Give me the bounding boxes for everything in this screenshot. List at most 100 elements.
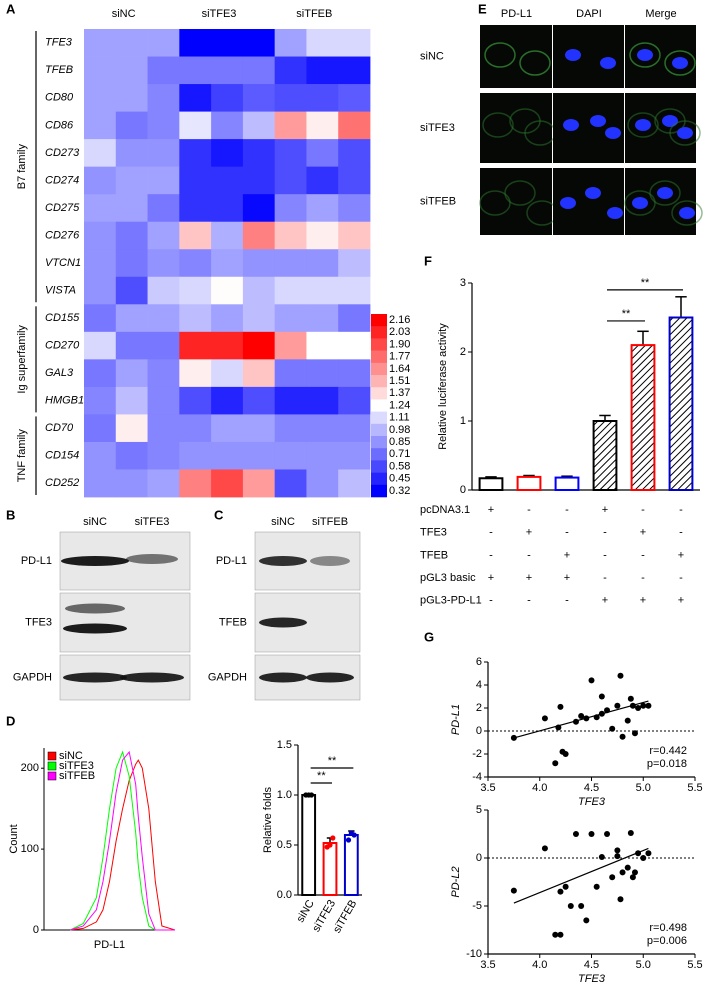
blot-band (310, 556, 350, 566)
condition-label: TFEB (420, 549, 448, 561)
heatmap-cell (338, 194, 371, 223)
panel-label: E (478, 1, 487, 16)
legend-label: siTFE3 (59, 760, 94, 772)
bar (478, 477, 504, 491)
scatter-point (557, 888, 564, 895)
y-tick-label: 0 (476, 852, 482, 864)
image-row-label: siTFEB (420, 195, 456, 207)
nucleus (565, 49, 581, 61)
heatmap-cell (179, 359, 212, 388)
cell-membrane (624, 190, 656, 216)
cell-membrane (484, 42, 516, 68)
scatter-point (604, 831, 611, 837)
condition-cell: + (640, 527, 646, 539)
column-group-label: siTFE3 (202, 8, 237, 20)
stat-annotation: p=0.006 (647, 935, 687, 947)
heatmap-cell (147, 414, 180, 443)
heatmap-cell (115, 84, 148, 112)
heatmap-cell (242, 359, 276, 388)
stat-annotation: p=0.018 (647, 758, 687, 770)
condition-cell: - (603, 549, 607, 561)
image-row-label: siTFE3 (420, 122, 455, 134)
nucleus (635, 119, 651, 131)
y-tick-label: -4 (472, 771, 482, 783)
heatmap-cell (84, 304, 117, 333)
heatmap-cell (306, 194, 339, 223)
scatter-point (557, 931, 564, 938)
colorbar-cell (371, 460, 387, 473)
blot-image (59, 592, 191, 653)
stat-annotation: r=0.442 (649, 745, 687, 757)
colorbar-cell (371, 350, 387, 364)
colorbar-cell (371, 436, 387, 449)
condition-cell: + (602, 504, 608, 516)
heatmap-cell (84, 139, 117, 168)
significance-label: ** (317, 770, 326, 782)
colorbar-label: 0.58 (389, 460, 410, 472)
x-tick-label: 4.5 (584, 959, 599, 971)
row-label: HMGB1 (45, 395, 84, 407)
colorbar-label: 0.71 (389, 448, 410, 460)
condition-cell: - (565, 527, 569, 539)
y-tick-label: 0 (476, 725, 482, 737)
histogram-line (70, 750, 175, 931)
scatter-point (645, 850, 652, 857)
image-column-label: PD-L1 (501, 8, 532, 20)
heatmap-cell (147, 194, 180, 223)
condition-cell: - (527, 595, 531, 607)
blot-column-label: siNC (83, 516, 107, 528)
scatter-point (588, 677, 595, 684)
heatmap-cell (115, 139, 148, 168)
legend-swatch (47, 771, 57, 781)
x-axis-label: TFE3 (578, 796, 606, 808)
bar (592, 420, 618, 491)
panel-label: B (6, 507, 15, 522)
heatmap-cell (211, 441, 244, 470)
heatmap-cell (115, 304, 148, 333)
scatter-point (583, 715, 590, 722)
heatmap-cell (211, 111, 244, 140)
heatmap-cell (306, 441, 339, 470)
heatmap-cell (84, 414, 117, 443)
heatmap-cell (211, 139, 244, 168)
scatter-point (598, 710, 605, 717)
scatter-point (552, 760, 559, 767)
y-axis-label: Relative folds (262, 786, 274, 853)
heatmap-cell (242, 469, 276, 498)
colorbar-label: 1.11 (389, 412, 410, 424)
heatmap-cell (84, 386, 117, 415)
legend-swatch (47, 751, 57, 761)
row-label: CD273 (45, 147, 80, 159)
heatmap-cell (84, 56, 117, 85)
bar (301, 794, 317, 896)
scatter-point (510, 887, 517, 894)
heatmap-cell (242, 56, 276, 85)
heatmap-cell (211, 386, 244, 415)
y-tick-label: -2 (472, 748, 482, 760)
heatmap-cell (147, 29, 180, 57)
scatter-point (617, 896, 624, 903)
scatter-point (567, 903, 574, 909)
condition-cell: - (679, 527, 683, 539)
scatter-point (578, 713, 585, 720)
colorbar-label: 1.90 (389, 338, 410, 350)
y-tick-label: -10 (466, 948, 482, 960)
scatter-point (631, 730, 638, 737)
heatmap-cell (274, 221, 307, 250)
heatmap-cell (338, 56, 371, 85)
heatmap-cell (274, 139, 307, 168)
heatmap-cell (338, 469, 371, 498)
heatmap-cell (306, 276, 339, 305)
heatmap-cell (147, 441, 180, 470)
colorbar-cell (371, 387, 387, 400)
column-group-label: siNC (112, 8, 136, 20)
y-tick-label: 0 (460, 484, 466, 496)
heatmap-cell (179, 249, 212, 278)
heatmap-cell (338, 29, 371, 57)
nucleus (677, 127, 693, 139)
regression-line (513, 700, 649, 739)
nucleus (657, 187, 673, 199)
panel-label: G (424, 629, 434, 644)
scatter-point (624, 864, 631, 871)
